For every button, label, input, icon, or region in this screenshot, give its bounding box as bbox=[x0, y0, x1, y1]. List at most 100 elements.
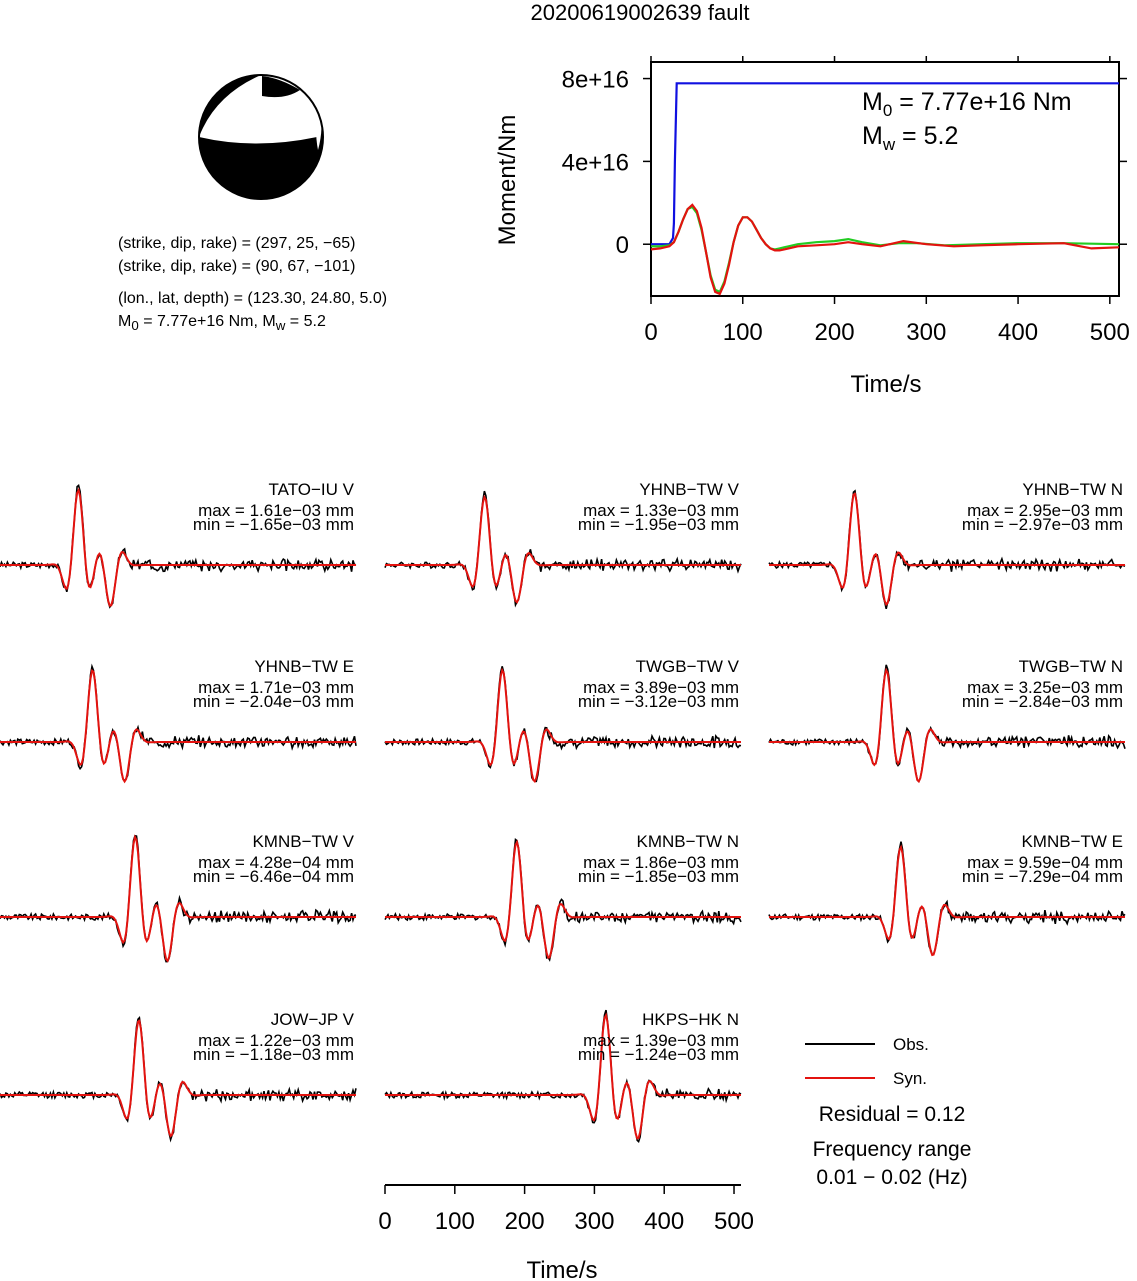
synthetic-trace bbox=[769, 492, 1125, 607]
m0-annotation: M0 = 7.77e+16 Nm bbox=[862, 88, 1072, 120]
y-tick-label: 0 bbox=[616, 232, 629, 259]
station-name: YHNB−TW N bbox=[1022, 480, 1123, 499]
x-tick-label: 300 bbox=[906, 319, 946, 346]
moment-line-green bbox=[651, 205, 1120, 294]
station-name: KMNB−TW N bbox=[637, 832, 739, 851]
station-name: TATO−IU V bbox=[269, 480, 355, 499]
x-tick-label: 200 bbox=[815, 319, 855, 346]
station-name: TWGB−TW N bbox=[1019, 657, 1123, 676]
station-max: max = 1.39e−03 mm bbox=[583, 1031, 739, 1050]
station-min: min = −3.12e−03 mm bbox=[578, 692, 739, 711]
observed-trace bbox=[384, 837, 742, 962]
station-min: min = −1.24e−03 mm bbox=[578, 1045, 739, 1064]
moment-line-blue bbox=[651, 82, 1119, 246]
y-tick-label: 4e+16 bbox=[562, 149, 629, 176]
station-max: max = 3.89e−03 mm bbox=[583, 678, 739, 697]
waveform-time-axis: 0 100 200 300 400 500 bbox=[378, 1184, 754, 1235]
observed-trace bbox=[384, 1009, 742, 1144]
x-tick-label: 200 bbox=[505, 1208, 545, 1235]
station-max: max = 1.61e−03 mm bbox=[198, 501, 354, 520]
station-max: max = 1.22e−03 mm bbox=[198, 1031, 354, 1050]
x-tick-label: 500 bbox=[714, 1208, 754, 1235]
station-name: YHNB−TW E bbox=[254, 657, 354, 676]
synthetic-trace bbox=[385, 494, 741, 604]
x-tick-label: 400 bbox=[998, 319, 1038, 346]
observed-trace bbox=[768, 489, 1126, 609]
moment-x-label: Time/s bbox=[850, 371, 921, 398]
synthetic-trace bbox=[0, 669, 356, 784]
x-tick-label: 0 bbox=[644, 319, 657, 346]
station-min: min = −2.04e−03 mm bbox=[193, 692, 354, 711]
legend-syn-label: Syn. bbox=[893, 1069, 927, 1088]
station-min: min = −2.97e−03 mm bbox=[962, 515, 1123, 534]
synthetic-trace bbox=[385, 839, 741, 959]
station-name: HKPS−HK N bbox=[642, 1010, 739, 1029]
station-name: KMNB−TW V bbox=[252, 832, 354, 851]
moment-y-axis: 0 4e+16 8e+16 bbox=[562, 67, 1127, 259]
x-tick-label: 300 bbox=[574, 1208, 614, 1235]
station-name: JOW−JP V bbox=[271, 1010, 355, 1029]
x-tick-label: 100 bbox=[435, 1208, 475, 1235]
synthetic-trace bbox=[0, 487, 356, 607]
moment-line: M0 = 7.77e+16 Nm, Mw = 5.2 bbox=[118, 313, 326, 334]
station-min: min = −1.85e−03 mm bbox=[578, 867, 739, 886]
station-max: max = 4.28e−04 mm bbox=[198, 853, 354, 872]
station-max: max = 1.86e−03 mm bbox=[583, 853, 739, 872]
synthetic-trace bbox=[385, 1012, 741, 1140]
frequency-range: 0.01 − 0.02 (Hz) bbox=[816, 1166, 967, 1189]
beachball bbox=[198, 74, 324, 200]
residual-text: Residual = 0.12 bbox=[819, 1103, 966, 1126]
x-tick-label: 400 bbox=[644, 1208, 684, 1235]
station-max: max = 3.25e−03 mm bbox=[967, 678, 1123, 697]
observed-trace bbox=[0, 663, 357, 782]
moment-line-red bbox=[650, 203, 1120, 296]
legend-obs-label: Obs. bbox=[893, 1035, 929, 1054]
moment-y-label: Moment/Nm bbox=[494, 115, 521, 246]
station-min: min = −2.84e−03 mm bbox=[962, 692, 1123, 711]
synthetic-trace bbox=[769, 667, 1125, 784]
moment-plot-frame bbox=[650, 61, 1120, 297]
station-name: KMNB−TW E bbox=[1021, 832, 1123, 851]
mw-annotation: Mw = 5.2 bbox=[862, 122, 958, 154]
x-tick-label: 500 bbox=[1090, 319, 1130, 346]
synthetic-trace bbox=[769, 844, 1125, 957]
location-line: (lon., lat, depth) = (123.30, 24.80, 5.0… bbox=[118, 290, 388, 307]
station-max: max = 1.71e−03 mm bbox=[198, 678, 354, 697]
station-min: min = −7.29e−04 mm bbox=[962, 867, 1123, 886]
station-min: min = −1.65e−03 mm bbox=[193, 515, 354, 534]
moment-plot: 0 100 200 300 400 500 0 4e+16 8e+16 Time/s Mome… bbox=[494, 56, 1130, 398]
nodal-plane-1: (strike, dip, rake) = (297, 25, −65) bbox=[118, 235, 356, 252]
x-tick-label: 0 bbox=[378, 1208, 391, 1235]
station-max: max = 9.59e−04 mm bbox=[967, 853, 1123, 872]
station-min: min = −1.95e−03 mm bbox=[578, 515, 739, 534]
y-tick-label: 8e+16 bbox=[562, 67, 629, 94]
station-min: min = −1.18e−03 mm bbox=[193, 1045, 354, 1064]
x-tick-label: 100 bbox=[723, 319, 763, 346]
station-name: YHNB−TW V bbox=[639, 480, 739, 499]
mechanism-info: (strike, dip, rake) = (297, 25, −65) (st… bbox=[118, 232, 387, 337]
station-min: min = −6.46e−04 mm bbox=[193, 867, 354, 886]
synthetic-trace bbox=[0, 1019, 356, 1138]
observed-trace bbox=[384, 490, 742, 608]
frequency-title: Frequency range bbox=[813, 1138, 972, 1161]
waveform-x-label: Time/s bbox=[526, 1257, 597, 1281]
synthetic-trace bbox=[385, 667, 741, 784]
nodal-plane-2: (strike, dip, rake) = (90, 67, −101) bbox=[118, 258, 356, 275]
legend: Obs. Syn. bbox=[805, 1035, 929, 1088]
station-name: TWGB−TW V bbox=[636, 657, 740, 676]
moment-x-axis: 0 100 200 300 400 500 bbox=[644, 56, 1130, 346]
page-title: 20200619002639 fault bbox=[530, 0, 750, 25]
